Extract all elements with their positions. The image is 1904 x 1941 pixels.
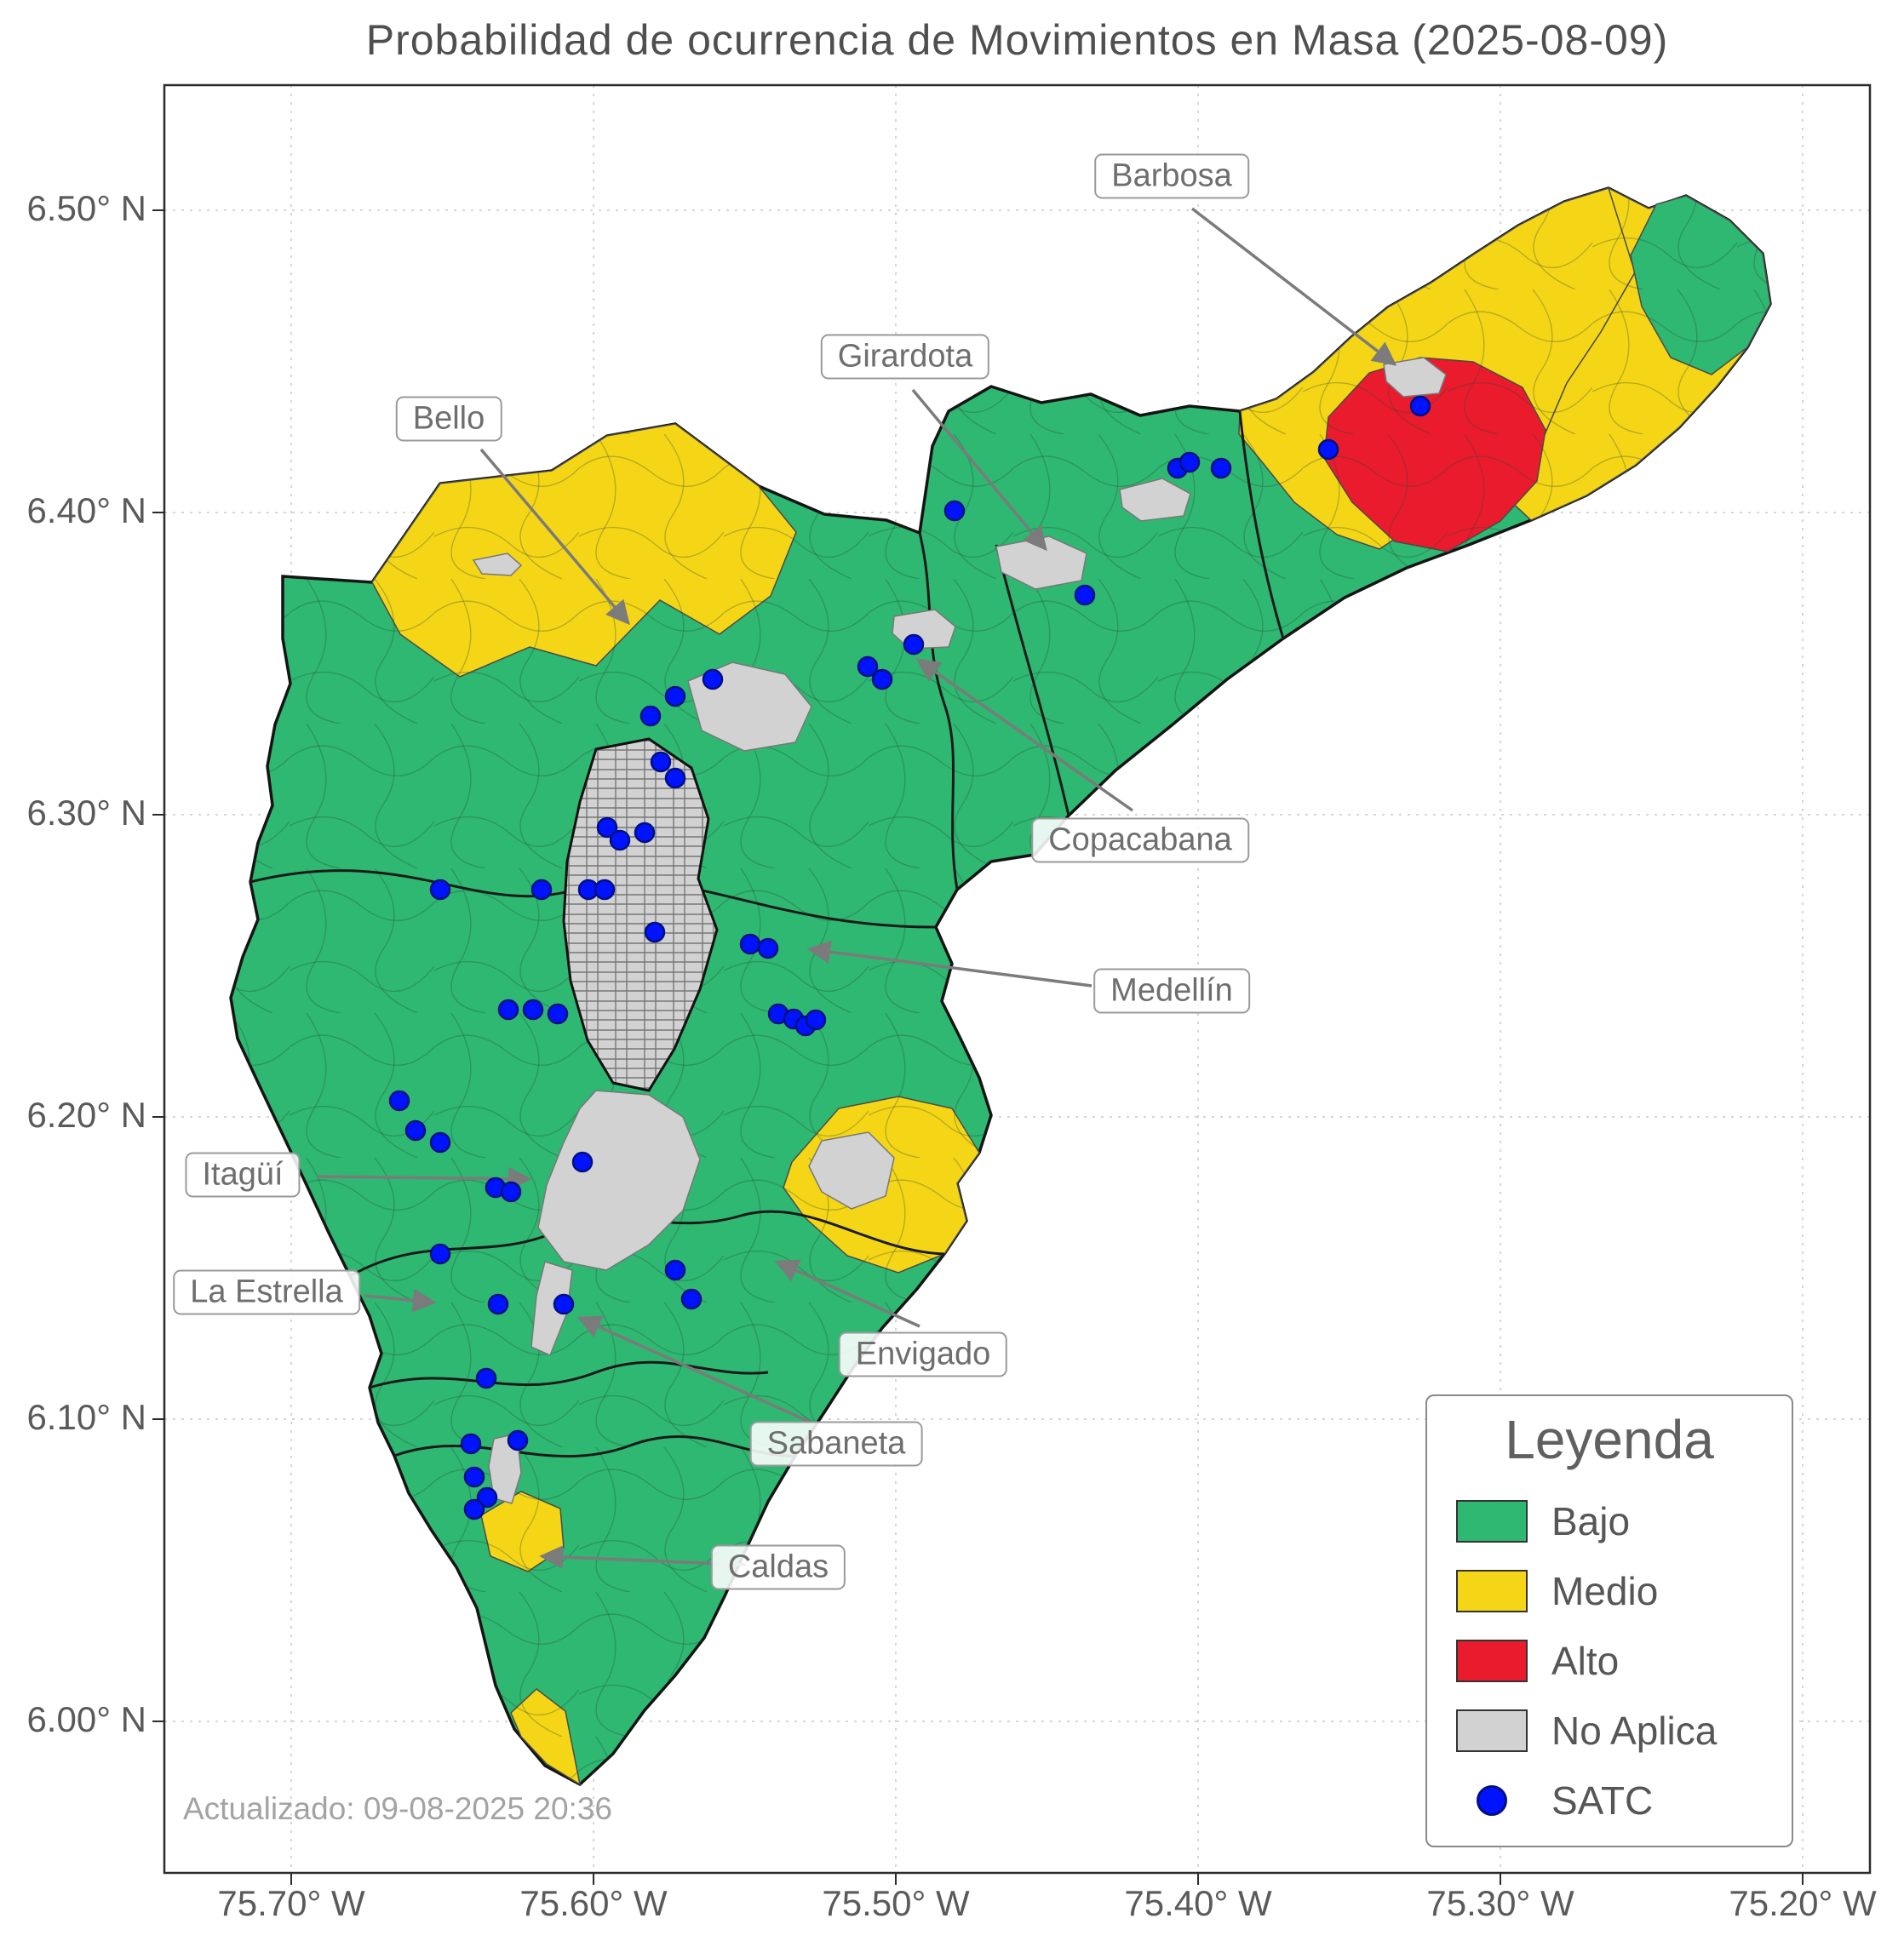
satc-station-point: [500, 1181, 522, 1203]
annotation-barbosa: Barbosa: [1094, 153, 1249, 199]
satc-station-point: [680, 1288, 703, 1310]
legend-item-label: Alto: [1551, 1639, 1620, 1683]
legend-item-label: Medio: [1551, 1569, 1659, 1613]
satc-station-point: [871, 668, 893, 690]
satc-station-point: [530, 879, 553, 901]
satc-station-point: [404, 1119, 427, 1142]
annotation-itagui: Itagüí: [185, 1152, 301, 1198]
satc-station-point: [943, 500, 966, 522]
ytick-6-20: 6.20° N: [26, 1095, 146, 1135]
annotation-la-estrella: La Estrella: [173, 1269, 360, 1315]
satc-station-point: [857, 656, 879, 678]
satc-station-point: [1409, 395, 1431, 417]
annotation-arrows: [316, 207, 1397, 1570]
annotation-sabaneta: Sabaneta: [749, 1421, 923, 1467]
satc-station-point: [507, 1429, 529, 1451]
legend-title: Leyenda: [1505, 1409, 1714, 1470]
legend-item-no-aplica: No Aplica: [1427, 1696, 1792, 1766]
satc-station-point: [571, 1151, 594, 1173]
satc-station-point: [476, 1486, 498, 1509]
satc-station-point: [429, 1243, 451, 1265]
satc-station-point: [664, 767, 686, 789]
satc-station-point: [497, 999, 519, 1021]
satc-station-point: [388, 1090, 410, 1112]
satc-station-point: [1074, 584, 1096, 606]
xtick-75-50: 75.50° W: [822, 1883, 970, 1923]
legend-item-label: Bajo: [1551, 1499, 1631, 1543]
satc-station-point: [639, 705, 662, 727]
legend-item-alto: Alto: [1427, 1626, 1792, 1696]
satc-station-point: [487, 1293, 509, 1315]
satc-station-point: [739, 933, 761, 955]
satc-station-point: [757, 937, 779, 959]
satc-station-point: [1210, 457, 1232, 479]
xtick-75-40: 75.40° W: [1124, 1883, 1272, 1923]
xtick-75-20: 75.20° W: [1729, 1883, 1877, 1923]
satc-station-point: [664, 685, 686, 707]
annotation-envigado: Envigado: [838, 1331, 1008, 1377]
legend-item-satc: SATC: [1427, 1766, 1792, 1835]
plot-border: [163, 83, 1872, 1875]
legend-item-medio: Medio: [1427, 1556, 1792, 1626]
satc-points-layer: [388, 395, 1431, 1520]
legend: Leyenda Bajo Medio Alto No Aplica SATC: [1425, 1394, 1793, 1847]
satc-station-point: [429, 879, 451, 901]
satc-station-point: [429, 1131, 451, 1154]
updated-timestamp: Actualizado: 09-08-2025 20:36: [183, 1791, 612, 1826]
satc-station-point: [596, 816, 618, 839]
legend-item-label: SATC: [1551, 1778, 1654, 1823]
legend-item-bajo: Bajo: [1427, 1486, 1792, 1556]
satc-station-point: [553, 1293, 575, 1315]
annotation-girardota: Girardota: [820, 334, 990, 380]
xtick-75-60: 75.60° W: [519, 1883, 668, 1923]
xtick-75-70: 75.70° W: [217, 1883, 365, 1923]
alto-swatch-icon: [1456, 1640, 1528, 1682]
satc-station-point: [463, 1498, 485, 1520]
satc-station-point: [634, 822, 656, 844]
ytick-6-10: 6.10° N: [26, 1397, 146, 1437]
satc-station-point: [664, 1259, 686, 1281]
satc-dot-icon: [1477, 1785, 1507, 1816]
satc-station-point: [594, 879, 616, 901]
satc-station-point: [702, 668, 724, 690]
satc-station-point: [644, 921, 666, 943]
satc-station-point: [903, 633, 925, 656]
tick-marks: [152, 209, 1804, 1885]
ytick-6-50: 6.50° N: [26, 188, 146, 228]
ytick-6-40: 6.40° N: [26, 490, 146, 530]
map-title: Probabilidad de ocurrencia de Movimiento…: [365, 16, 1669, 64]
legend-item-label: No Aplica: [1551, 1709, 1718, 1753]
satc-station-point: [475, 1367, 497, 1389]
ytick-6-00: 6.00° N: [26, 1699, 146, 1739]
satc-station-point: [1317, 438, 1339, 461]
ytick-6-30: 6.30° N: [26, 793, 146, 833]
satc-station-point: [547, 1003, 569, 1025]
medio-swatch-icon: [1456, 1570, 1528, 1612]
satc-station-point: [522, 999, 544, 1021]
satc-station-point: [463, 1466, 485, 1488]
bajo-swatch-icon: [1456, 1500, 1528, 1543]
satc-station-point: [1179, 451, 1201, 473]
no-aplica-swatch-icon: [1456, 1709, 1528, 1752]
annotation-copacabana: Copacabana: [1031, 817, 1249, 863]
satc-station-point: [805, 1009, 827, 1031]
satc-station-point: [609, 829, 631, 851]
annotation-medellin: Medellín: [1093, 968, 1250, 1014]
annotation-bello: Bello: [395, 396, 502, 442]
satc-station-point: [460, 1433, 482, 1455]
annotation-caldas: Caldas: [710, 1544, 846, 1590]
satc-station-point: [650, 751, 672, 773]
xtick-75-30: 75.30° W: [1426, 1883, 1574, 1923]
